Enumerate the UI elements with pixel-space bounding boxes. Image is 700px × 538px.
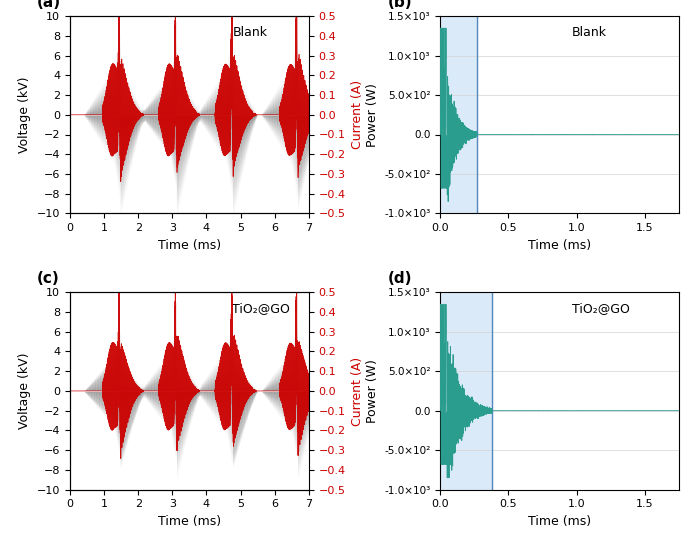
X-axis label: Time (ms): Time (ms) <box>528 239 591 252</box>
Text: (a): (a) <box>36 0 61 10</box>
Y-axis label: Current (A): Current (A) <box>351 80 364 150</box>
Text: (c): (c) <box>36 271 60 286</box>
Text: (d): (d) <box>388 271 412 286</box>
Bar <box>440 292 492 490</box>
X-axis label: Time (ms): Time (ms) <box>158 239 221 252</box>
Text: Blank: Blank <box>571 26 606 39</box>
Bar <box>440 16 477 214</box>
Y-axis label: Power (W): Power (W) <box>365 83 379 147</box>
X-axis label: Time (ms): Time (ms) <box>528 515 591 528</box>
Y-axis label: Current (A): Current (A) <box>351 356 364 426</box>
Text: (b): (b) <box>388 0 412 10</box>
X-axis label: Time (ms): Time (ms) <box>158 515 221 528</box>
Text: TiO₂@GO: TiO₂@GO <box>232 302 290 315</box>
Text: Blank: Blank <box>232 26 267 39</box>
Text: TiO₂@GO: TiO₂@GO <box>571 302 629 315</box>
Y-axis label: Voltage (kV): Voltage (kV) <box>18 353 32 429</box>
Y-axis label: Voltage (kV): Voltage (kV) <box>18 76 32 153</box>
Y-axis label: Power (W): Power (W) <box>365 359 379 423</box>
